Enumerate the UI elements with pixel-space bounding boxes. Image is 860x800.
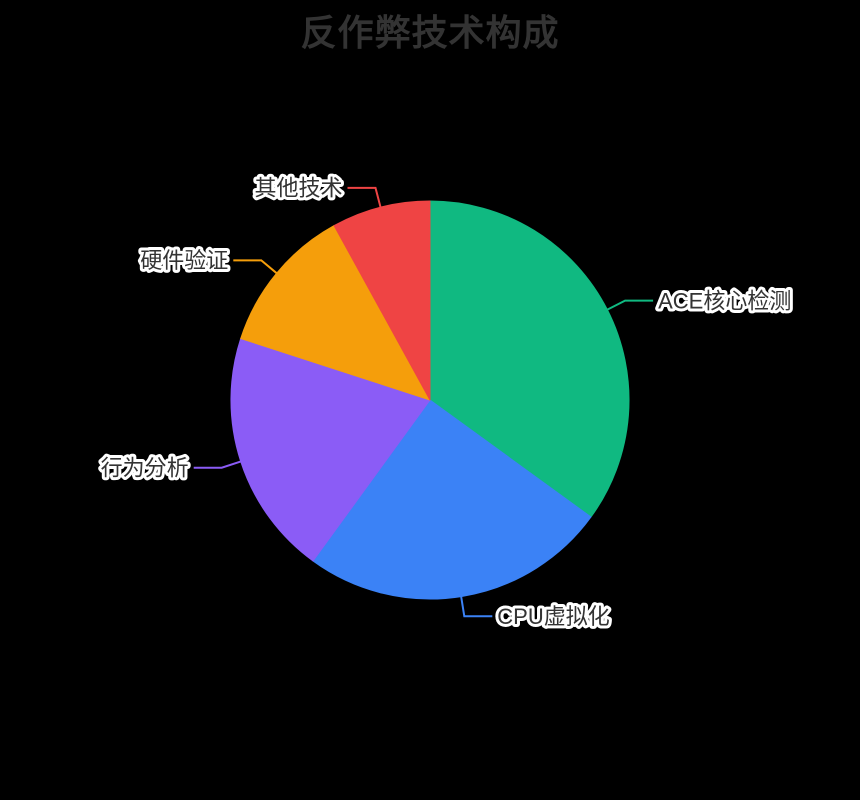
slice-label-other-tech: 其他技术 <box>254 176 342 201</box>
label-line-other-tech <box>347 186 382 209</box>
chart-title: 反作弊技术构成 <box>300 12 560 53</box>
slice-label-behavior-analysis: 行为分析 <box>101 455 189 480</box>
slice-label-ace-core-detection: ACE核心检测 <box>658 288 791 313</box>
slice-label-hardware-verification: 硬件验证 <box>140 248 228 273</box>
slice-label-cpu-virtualization: CPU虚拟化 <box>497 604 609 629</box>
slice-label-ace-core-detection: ACE核心检测 <box>658 288 791 313</box>
label-line-behavior-analysis <box>193 460 243 469</box>
label-line-cpu-virtualization <box>460 595 493 618</box>
slice-label-behavior-analysis: 行为分析 <box>101 455 189 480</box>
slice-label-other-tech: 其他技术 <box>254 176 342 201</box>
label-line-ace-core-detection <box>605 299 654 311</box>
slice-label-hardware-verification: 硬件验证 <box>140 248 228 273</box>
slice-label-cpu-virtualization: CPU虚拟化 <box>497 604 609 629</box>
label-line-hardware-verification <box>233 259 279 275</box>
